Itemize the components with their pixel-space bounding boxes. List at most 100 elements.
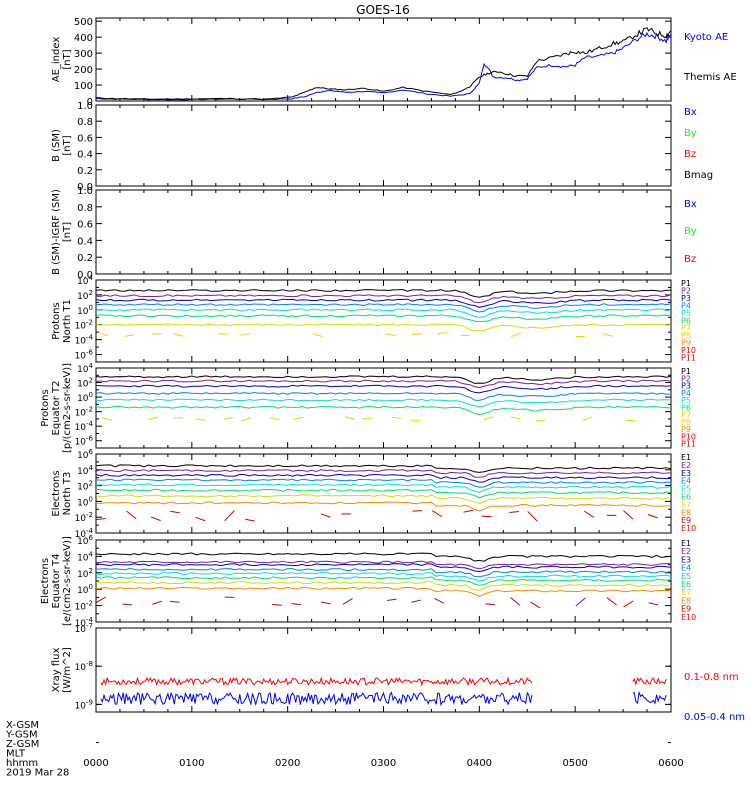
y-axis-label: Xray flux [51, 648, 62, 693]
y-tick-label: 10-6 [75, 435, 94, 448]
series-e9-segment [509, 510, 519, 514]
series-e9-segment [623, 600, 634, 608]
legend-p1: P1 [681, 279, 691, 288]
series-e9-segment [150, 516, 161, 522]
legend-xray-short: 0.05-0.4 nm [684, 712, 745, 723]
legend-p4: P4 [681, 389, 691, 398]
panel-frame [95, 104, 672, 187]
legend-bx: Bx [684, 107, 697, 118]
series-p7-segment [511, 416, 521, 420]
series-xray-short [632, 690, 667, 705]
series-p8-segment [240, 332, 251, 336]
panel-protons_t2: Protons Equator T2 [p/(cm2-s-sr-keV)] 104 10… [40, 362, 696, 453]
y-tick-label: 10-2 [75, 600, 93, 613]
series-e4 [95, 567, 672, 578]
series-e9-segment [291, 603, 302, 606]
series-p7-segment [535, 419, 546, 422]
series-e4 [95, 478, 672, 488]
series-e6 [95, 488, 672, 499]
x-tick-label: 0500 [562, 758, 587, 769]
series-p7-segment [148, 416, 159, 421]
series-p7-segment [293, 416, 304, 421]
series-e1 [95, 552, 672, 562]
y-axis-label: [e/(cm2-s-sr-keV)] [62, 536, 73, 626]
series-p8-segment [460, 334, 471, 337]
y-axis-label: North T1 [62, 299, 73, 343]
series-p8-segment [98, 332, 109, 337]
series-e9-segment [96, 596, 107, 603]
series-e8 [95, 586, 672, 597]
footer-row: Z-GSM [6, 739, 39, 750]
y-axis-label: Equator T2 [51, 381, 62, 436]
legend-e1: E1 [681, 539, 691, 548]
y-axis-label: [nT] [62, 135, 73, 155]
panel-electrons_t3: Electrons North T310610410210010-210-4E1E… [51, 448, 696, 540]
legend-e9: E9 [681, 516, 691, 525]
y-tick-label: 0.0 [77, 182, 93, 193]
legend-p5: P5 [681, 396, 691, 405]
panel-protons_t1: Protons North T110410210010-210-410-6P1P2… [51, 274, 696, 363]
series-e9-segment [170, 510, 180, 514]
legend-p3: P3 [681, 294, 691, 303]
y-axis-label: [nT] [62, 222, 73, 242]
series-p7-segment [223, 416, 234, 420]
series-p8-segment [217, 333, 228, 335]
y-tick-label: 102 [77, 480, 93, 493]
y-tick-label: 200 [74, 65, 93, 76]
legend-p4: P4 [681, 301, 691, 310]
series-e9-segment [623, 510, 634, 520]
legend-p10: P10 [681, 346, 696, 355]
y-tick-label: 10-9 [75, 698, 93, 711]
series-p1 [95, 288, 672, 298]
x-tick-label: 0400 [467, 758, 492, 769]
legend-e2: E2 [681, 461, 691, 470]
legend-e7: E7 [681, 500, 691, 509]
legend-p1: P1 [681, 367, 691, 376]
legend-p2: P2 [681, 286, 691, 295]
series-themis-ae [95, 27, 672, 100]
legend-bx: Bx [684, 199, 697, 210]
y-tick-label: 104 [77, 550, 93, 563]
y-tick-label: 104 [77, 362, 93, 375]
series-p8-segment [312, 333, 323, 338]
series-p5 [95, 308, 672, 318]
y-tick-label: 0.8 [77, 203, 93, 214]
legend-p7: P7 [681, 411, 691, 420]
y-tick-label: 10-4 [75, 334, 94, 347]
y-tick-label: 1.0 [77, 101, 93, 112]
series-p3 [95, 298, 672, 308]
y-tick-label: 10-2 [75, 406, 93, 419]
y-tick-label: 0.4 [77, 150, 93, 161]
series-e9-segment [195, 516, 206, 522]
panel-ae: AE_index [nT] 0 100 200 300 400 500 Kyoto AE Them… [51, 17, 737, 108]
series-e2 [95, 560, 672, 570]
series-e9-segment [530, 601, 541, 609]
series-p3 [95, 384, 672, 394]
series-e9-segment [411, 599, 422, 603]
series-e5 [95, 572, 672, 582]
series-p7-segment [241, 417, 252, 422]
series-e9-segment [320, 513, 331, 518]
series-e9-segment [245, 518, 255, 522]
series-e9-segment [272, 604, 282, 606]
legend-e8: E8 [681, 508, 691, 517]
series-p8-segment [173, 333, 184, 337]
series-e2 [95, 469, 672, 478]
series-p6 [95, 405, 672, 416]
panel-frame [95, 627, 672, 713]
series-e9-segment [606, 597, 617, 606]
legend-kyoto-ae: Kyoto AE [684, 32, 728, 43]
series-e9-segment [169, 600, 180, 603]
legend-p11: P11 [681, 440, 696, 449]
panel-frame [95, 17, 672, 102]
series-p7-segment [411, 419, 421, 422]
legend-by: By [684, 128, 697, 139]
y-tick-label: 100 [74, 81, 93, 92]
series-e9-segment [648, 602, 659, 606]
series-xray-long [100, 676, 533, 687]
series-e9-segment [152, 600, 163, 605]
series-xray-long [632, 677, 667, 686]
x-tick-label: 0200 [275, 758, 300, 769]
footer-row: 2019 Mar 28 [6, 768, 69, 779]
series-kyoto-ae [96, 31, 672, 101]
